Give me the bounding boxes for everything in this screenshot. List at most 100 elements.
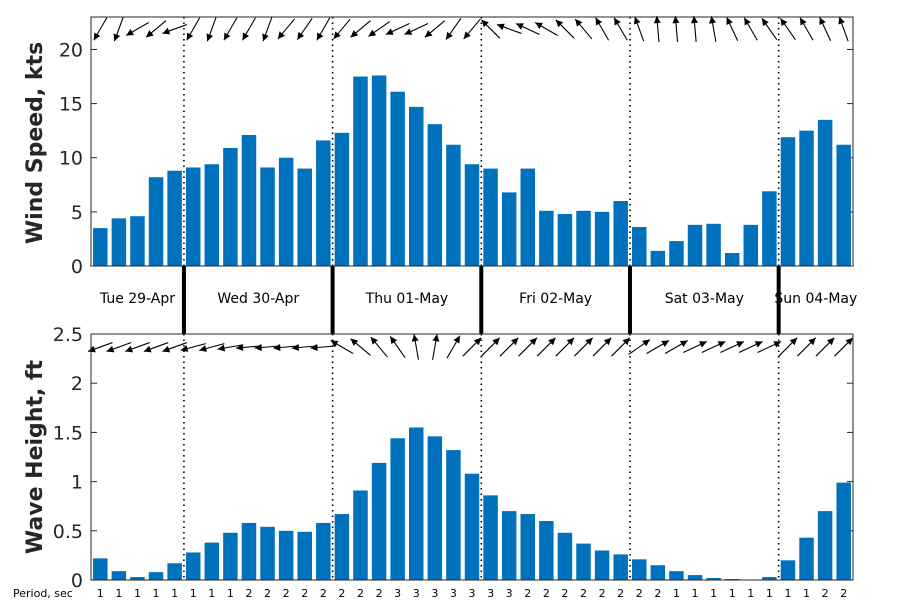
period-value: 2 [301, 587, 308, 600]
wave-bar [278, 530, 294, 580]
period-value: 2 [245, 587, 252, 600]
wave-bar [185, 552, 201, 580]
wave-direction-arrow [536, 337, 556, 357]
wind-bar [557, 214, 573, 266]
wave-bar [390, 438, 405, 580]
wave-bar [539, 520, 554, 580]
wave-direction-arrow [834, 337, 854, 357]
period-value: 1 [97, 587, 104, 600]
wind-direction-arrow [574, 18, 593, 40]
period-value: 3 [394, 587, 401, 600]
wind-bar [316, 140, 331, 266]
wave-direction-arrow [370, 336, 388, 358]
wave-direction-arrow [573, 337, 594, 357]
wave-direction-arrow [446, 335, 461, 359]
period-value: 1 [115, 587, 122, 600]
wind-direction-arrow [534, 22, 558, 36]
wave-direction-arrow [310, 344, 337, 352]
period-value: 1 [710, 587, 717, 600]
wind-bar [706, 223, 721, 266]
wave-direction-arrow [499, 337, 519, 357]
wind-bar [148, 177, 164, 266]
period-value: 2 [320, 587, 327, 600]
period-label: Period, sec [13, 587, 73, 600]
wave-direction-arrow [796, 337, 817, 357]
wind-direction-arrow [206, 16, 217, 42]
wind-direction-arrow [162, 24, 188, 35]
wave-y-tick-label: 1 [71, 472, 83, 494]
wind-direction-arrow [555, 19, 575, 39]
wave-bar [632, 559, 647, 580]
wave-bar [241, 522, 257, 580]
wave-bar [408, 427, 424, 580]
wave-direction-arrow [481, 337, 501, 357]
wind-y-tick-label: 5 [71, 202, 83, 224]
wave-bar [204, 542, 220, 580]
wind-y-tick-label: 0 [71, 256, 83, 278]
day-label: Sat 03-May [665, 291, 744, 307]
wave-plot-frame [90, 333, 854, 581]
period-value: 3 [413, 587, 420, 600]
wind-direction-arrow [93, 17, 108, 41]
day-label: Wed 30-Apr [217, 291, 299, 307]
wave-bar [613, 554, 628, 580]
period-value: 1 [673, 587, 680, 600]
wave-direction-arrow [389, 336, 406, 358]
wind-bar [130, 216, 145, 266]
wind-direction-arrow [241, 17, 256, 41]
wind-bar [576, 210, 591, 266]
wind-direction-arrow [691, 16, 698, 42]
wave-bar [501, 511, 517, 580]
wave-direction-arrow [217, 344, 244, 352]
wave-direction-arrow [628, 339, 651, 355]
period-value: 2 [599, 587, 606, 600]
wave-bar [594, 550, 610, 580]
wind-direction-arrow [186, 17, 201, 41]
wind-direction-arrow [799, 17, 814, 41]
wave-direction-arrow [411, 334, 420, 360]
wave-bar [223, 532, 238, 580]
period-value: 2 [524, 587, 531, 600]
wave-bar [148, 572, 164, 580]
wind-direction-arrow [350, 20, 371, 38]
period-value: 1 [208, 587, 215, 600]
wind-y-tick-label: 10 [59, 148, 83, 170]
wind-bar [167, 170, 182, 266]
wave-y-tick-label: 0.5 [53, 521, 83, 543]
period-value: 1 [190, 587, 197, 600]
wind-bar [408, 106, 424, 266]
period-value: 2 [654, 587, 661, 600]
wind-direction-arrow [613, 17, 628, 41]
period-value: 2 [840, 587, 847, 600]
wave-y-tick-label: 0 [71, 570, 83, 592]
wave-direction-arrow [757, 341, 782, 353]
wind-direction-arrow [819, 16, 832, 42]
wave-bar [799, 537, 814, 580]
wind-direction-arrow [633, 16, 645, 42]
wind-bar [223, 147, 238, 266]
wind-direction-arrow [368, 21, 391, 37]
wave-direction-arrow [291, 344, 318, 352]
wave-y-tick-label: 2.5 [53, 324, 83, 346]
wind-bar [464, 164, 480, 266]
wave-bar [669, 571, 684, 580]
wave-bar [576, 543, 591, 580]
wave-bar [483, 495, 498, 580]
wind-bar [762, 191, 777, 266]
wind-speed-panel: Wind Speed, kts 0 5 10 15 20 [23, 16, 854, 278]
period-value: 3 [431, 587, 438, 600]
wind-bar [594, 211, 610, 266]
wind-bar [353, 76, 368, 266]
wind-direction-arrow [463, 18, 481, 40]
wave-bar [780, 560, 796, 580]
wind-direction-arrow [496, 23, 522, 34]
wind-direction-arrow [481, 19, 501, 39]
wave-direction-arrow [815, 337, 835, 357]
wave-bar [334, 514, 350, 580]
wind-bar [446, 144, 461, 266]
day-label: Sun 04-May [774, 291, 857, 307]
wind-bar [204, 164, 220, 266]
period-value: 1 [747, 587, 754, 600]
